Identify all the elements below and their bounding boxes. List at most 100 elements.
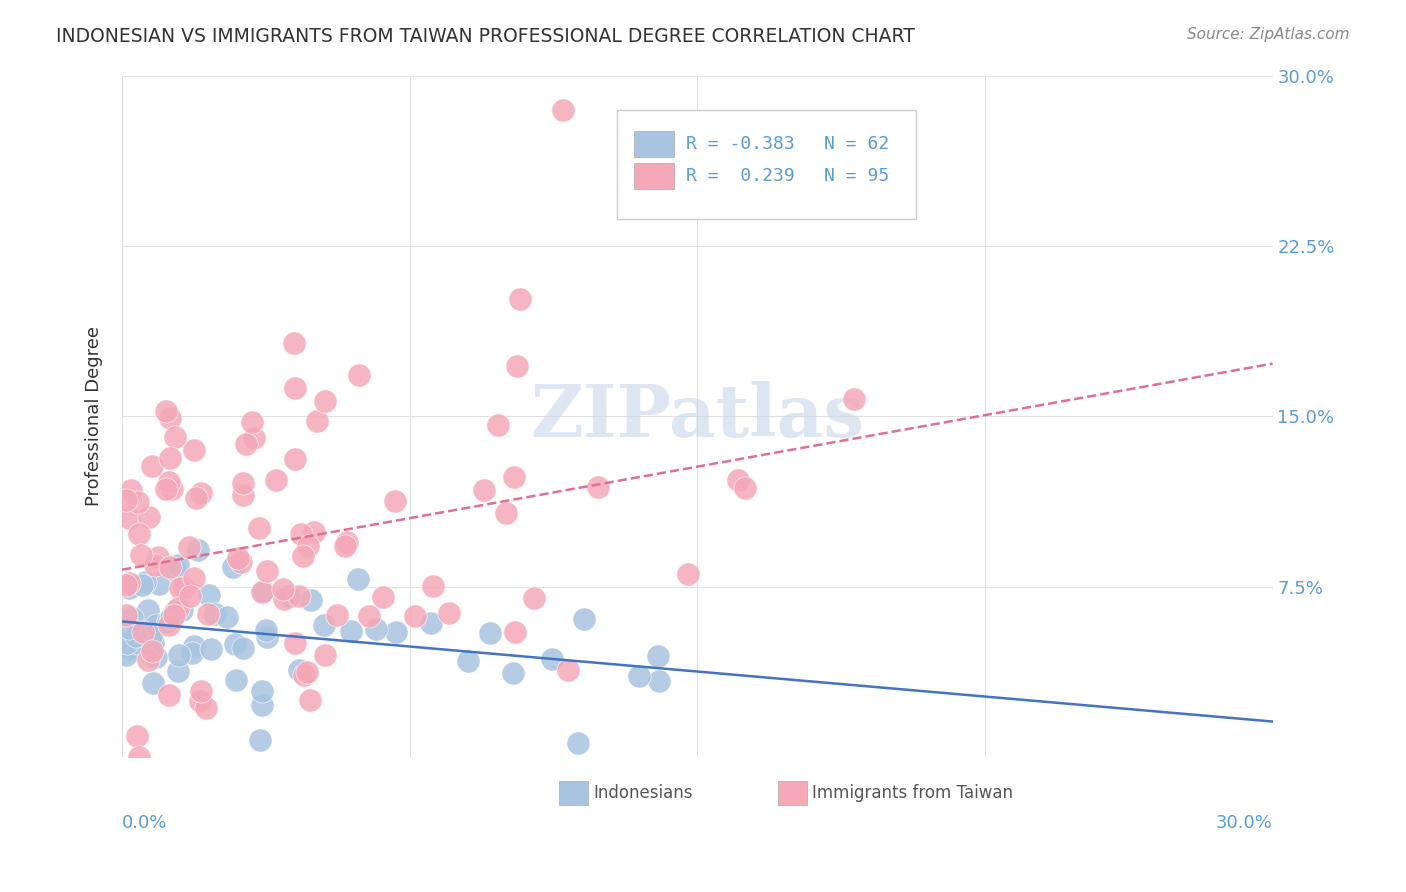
- Point: [247, 521, 270, 535]
- Point: [844, 392, 866, 407]
- Point: [335, 539, 357, 553]
- Point: [190, 684, 212, 698]
- Text: ZIPatlas: ZIPatlas: [530, 381, 865, 452]
- Point: [139, 629, 162, 643]
- Point: [169, 581, 191, 595]
- Point: [183, 443, 205, 458]
- Point: [134, 574, 156, 589]
- Point: [198, 588, 221, 602]
- Point: [162, 608, 184, 623]
- Point: [284, 636, 307, 650]
- Point: [232, 488, 254, 502]
- Point: [166, 664, 188, 678]
- Y-axis label: Professional Degree: Professional Degree: [86, 326, 103, 507]
- Text: INDONESIAN VS IMMIGRANTS FROM TAIWAN PROFESSIONAL DEGREE CORRELATION CHART: INDONESIAN VS IMMIGRANTS FROM TAIWAN PRO…: [56, 27, 915, 45]
- Point: [551, 103, 574, 117]
- Point: [235, 437, 257, 451]
- Point: [183, 570, 205, 584]
- Point: [136, 632, 159, 646]
- Point: [142, 676, 165, 690]
- Point: [115, 607, 138, 622]
- Point: [304, 524, 326, 539]
- Point: [734, 481, 756, 495]
- Point: [359, 609, 381, 624]
- Point: [173, 581, 195, 595]
- Text: 30.0%: 30.0%: [1216, 814, 1272, 832]
- Point: [326, 607, 349, 622]
- Point: [226, 550, 249, 565]
- Point: [229, 555, 252, 569]
- Point: [488, 417, 510, 432]
- Point: [422, 579, 444, 593]
- Text: Source: ZipAtlas.com: Source: ZipAtlas.com: [1187, 27, 1350, 42]
- Point: [232, 640, 254, 655]
- Point: [495, 506, 517, 520]
- Point: [157, 688, 180, 702]
- Point: [120, 483, 142, 497]
- Point: [181, 647, 204, 661]
- Bar: [634, 163, 675, 189]
- Point: [159, 559, 181, 574]
- Point: [190, 486, 212, 500]
- Point: [727, 474, 749, 488]
- Point: [567, 736, 589, 750]
- Point: [136, 653, 159, 667]
- Point: [373, 591, 395, 605]
- Point: [347, 572, 370, 586]
- Point: [252, 584, 274, 599]
- Point: [129, 548, 152, 562]
- Point: [179, 589, 201, 603]
- Point: [117, 636, 139, 650]
- Point: [232, 475, 254, 490]
- Point: [165, 604, 187, 618]
- Bar: [778, 781, 807, 805]
- Point: [177, 540, 200, 554]
- Point: [165, 430, 187, 444]
- Point: [385, 624, 408, 639]
- Text: Immigrants from Taiwan: Immigrants from Taiwan: [813, 784, 1014, 802]
- Text: N = 62: N = 62: [824, 136, 889, 153]
- Point: [222, 559, 245, 574]
- Point: [138, 510, 160, 524]
- Point: [250, 684, 273, 698]
- Point: [215, 609, 238, 624]
- Point: [266, 473, 288, 487]
- Point: [256, 564, 278, 578]
- Point: [172, 602, 194, 616]
- Point: [283, 335, 305, 350]
- Point: [557, 663, 579, 677]
- Point: [195, 701, 218, 715]
- Point: [472, 483, 495, 497]
- Point: [523, 591, 546, 605]
- Point: [197, 607, 219, 621]
- Point: [277, 589, 299, 603]
- Point: [457, 654, 479, 668]
- Point: [243, 431, 266, 445]
- Point: [115, 578, 138, 592]
- Point: [340, 624, 363, 638]
- Point: [169, 648, 191, 662]
- Point: [314, 393, 336, 408]
- Point: [160, 482, 183, 496]
- Point: [240, 415, 263, 429]
- Text: Indonesians: Indonesians: [593, 784, 693, 802]
- Point: [145, 618, 167, 632]
- Point: [628, 669, 651, 683]
- Text: 0.0%: 0.0%: [122, 814, 167, 832]
- Point: [159, 611, 181, 625]
- Point: [284, 452, 307, 467]
- Point: [148, 577, 170, 591]
- Point: [503, 470, 526, 484]
- Point: [250, 698, 273, 713]
- Point: [132, 624, 155, 639]
- Point: [347, 368, 370, 382]
- Point: [256, 630, 278, 644]
- Point: [297, 540, 319, 554]
- Point: [284, 381, 307, 395]
- Point: [118, 621, 141, 635]
- Point: [159, 450, 181, 465]
- Point: [419, 616, 441, 631]
- Point: [155, 482, 177, 496]
- Point: [299, 592, 322, 607]
- Point: [541, 652, 564, 666]
